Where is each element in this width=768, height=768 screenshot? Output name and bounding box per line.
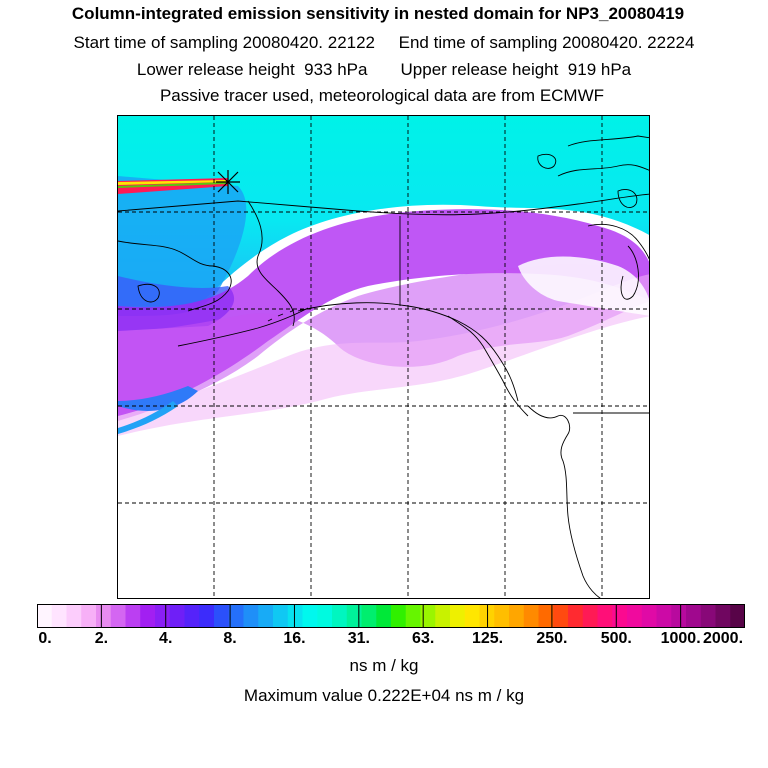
colorbar-cell [450,604,466,628]
colorbar-cell [568,604,584,628]
colorbar-cell [391,604,407,628]
colorbar-tick-label: 63. [412,630,435,647]
colorbar-cell [361,604,377,628]
violet-plume [118,264,649,421]
colorbar-cell [302,604,318,628]
purple-plume [118,209,649,416]
colorbar-tick-label: 2. [94,630,109,647]
colorbar-cell [110,604,127,628]
colorbar-cell [686,604,702,628]
colorbar-cell [317,604,333,628]
colorbar-cell [656,604,672,628]
tracer-info-line: Passive tracer used, meteorological data… [159,86,605,105]
colorbar-cell [214,604,230,628]
colorbar-cell [155,604,171,628]
streak-core [118,180,226,185]
colorbar-cell [538,604,554,628]
colorbar-cell [464,604,481,628]
colorbar-cell [228,604,245,628]
blue-field [118,176,247,316]
colorbar-cell [125,604,141,628]
colorbar-cell [96,604,112,628]
plume-tail [118,386,198,411]
colorbar-cell [184,604,200,628]
colorbar-cell [435,604,451,628]
colorbar-cell [627,604,643,628]
colorbar-cell [376,604,392,628]
colorbar-cell [332,604,348,628]
colorbar-tick-label: 0. [38,630,52,647]
colorbar-cell [715,604,731,628]
colorbar-cell [287,604,304,628]
colorbar-cell [346,604,363,628]
colorbar-unit-label: ns m / kg [349,656,419,675]
colorbar-cell [494,604,510,628]
colorbar-cell [597,604,613,628]
colorbar-cell [553,604,569,628]
release-height-line: Lower release height 933 hPa Upper relea… [136,60,632,79]
colorbar-cell [509,604,525,628]
colorbar-tick-label: 2000. [702,630,744,647]
colorbar-cell [582,604,599,628]
colorbar-tick-label: 1000. [660,630,701,647]
maximum-value-label: Maximum value 0.222E+04 ns m / kg [243,686,525,705]
sensitivity-map [117,115,650,599]
colorbar-tick-label: 31. [347,630,370,647]
colorbar-cell [730,604,745,628]
colorbar-cell [523,604,540,628]
release-point-marker-icon [216,170,240,194]
colorbar-cell [51,604,68,628]
coastlines [118,135,649,598]
sampling-time-line: Start time of sampling 20080420. 22122 E… [73,33,695,52]
colorbar-tick-label: 8. [223,630,237,647]
colorbar-cell [169,604,186,628]
colorbar-cell [612,604,628,628]
colorbar-tick-label: 500. [600,630,632,647]
colorbar-cell [405,604,422,628]
colorbar [37,604,745,628]
colorbar-cell [420,604,436,628]
colorbar-cell [671,604,687,628]
colorbar-tick-label: 250. [536,630,568,647]
colorbar-cell [641,604,658,628]
colorbar-cell [273,604,289,628]
colorbar-tick-label: 16. [283,630,306,647]
colorbar-cells [37,604,745,628]
graticule [118,116,649,598]
low-sensitivity-gap [518,256,649,316]
colorbar-cell [37,604,53,628]
colorbar-cell [140,604,156,628]
colorbar-tick-label: 125. [471,630,504,647]
colorbar-ticks [100,604,682,628]
colorbar-cell [81,604,97,628]
colorbar-cell [700,604,717,628]
colorbar-cell [258,604,274,628]
colorbar-tick-label: 4. [159,630,173,647]
pink-halo [118,274,649,436]
colorbar-frame [37,604,745,628]
map-canvas [118,116,649,598]
colorbar-cell [66,604,82,628]
chart-title: Column-integrated emission sensitivity i… [71,4,685,23]
colorbar-cell [243,604,259,628]
plume-tail-edge [118,401,178,434]
streak-core-2 [118,182,226,188]
high-sensitivity-field [118,116,649,306]
colorbar-cell [199,604,215,628]
